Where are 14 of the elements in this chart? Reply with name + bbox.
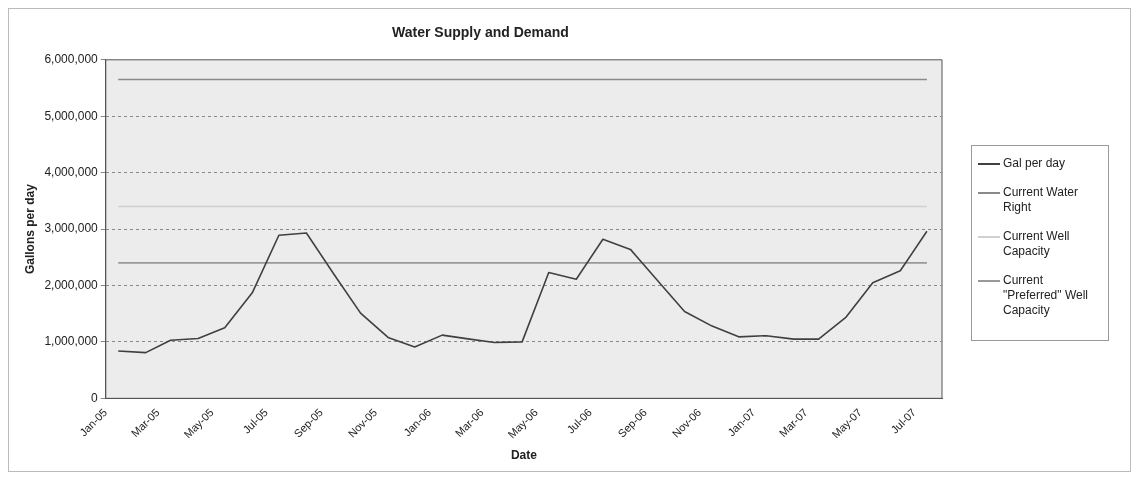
legend-label: Gal per day bbox=[1003, 156, 1066, 171]
y-tick-label: 1,000,000 bbox=[44, 334, 99, 349]
y-tick-label: 4,000,000 bbox=[44, 164, 99, 179]
legend-label: Current Well Capacity bbox=[1003, 229, 1071, 259]
legend-label: Current "Preferred" Well Capacity bbox=[1003, 273, 1089, 318]
x-axis-title: Date bbox=[510, 448, 538, 463]
y-tick-label: 2,000,000 bbox=[44, 277, 99, 292]
y-axis-title: Gallons per day bbox=[22, 183, 37, 275]
chart-title: Water Supply and Demand bbox=[392, 24, 569, 41]
y-tick-label: 3,000,000 bbox=[44, 221, 99, 236]
y-tick-label: 5,000,000 bbox=[44, 108, 99, 123]
y-tick-label: 6,000,000 bbox=[44, 52, 99, 67]
legend-label: Current Water Right bbox=[1003, 185, 1079, 215]
y-tick-label: 0 bbox=[91, 390, 99, 405]
